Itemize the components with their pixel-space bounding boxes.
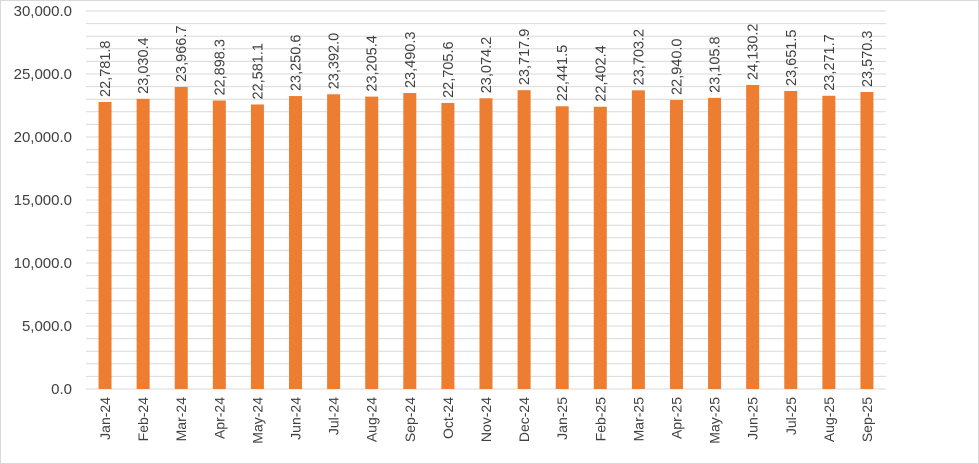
bar bbox=[631, 90, 645, 389]
data-label: 23,074.2 bbox=[479, 37, 495, 93]
x-tick-label: Jul-25 bbox=[783, 397, 799, 435]
bar bbox=[860, 92, 874, 389]
data-label: 22,705.6 bbox=[441, 41, 457, 97]
data-label: 23,966.7 bbox=[174, 26, 190, 82]
x-tick-label: Jun-24 bbox=[288, 397, 304, 440]
bar bbox=[593, 106, 607, 389]
x-tick-label: Nov-24 bbox=[478, 397, 494, 442]
y-tick-label: 0.0 bbox=[51, 381, 72, 398]
data-label: 23,030.4 bbox=[136, 37, 152, 93]
x-tick-label: Apr-24 bbox=[211, 397, 227, 439]
data-label: 23,490.3 bbox=[403, 32, 419, 88]
data-label: 23,250.6 bbox=[289, 35, 305, 91]
bars bbox=[98, 84, 874, 390]
bar bbox=[98, 101, 112, 390]
data-label: 23,651.5 bbox=[784, 30, 800, 86]
data-label: 23,392.0 bbox=[327, 33, 343, 89]
x-tick-label: May-24 bbox=[249, 397, 265, 444]
y-axis-ticks: 0.0 5,000.0 10,000.0 15,000.0 20,000.0 25,000… bbox=[14, 3, 72, 398]
bar bbox=[822, 95, 836, 389]
x-tick-label: Apr-25 bbox=[668, 397, 684, 439]
bar bbox=[517, 90, 531, 390]
data-label: 22,441.5 bbox=[555, 45, 571, 101]
x-axis-ticks: Jan-24 Feb-24 Mar-24 Apr-24 May-24 Jun-24 Jul-… bbox=[97, 397, 875, 444]
data-labels: 22,781.8 23,030.4 23,966.7 22,898.3 22,581.1… bbox=[98, 24, 876, 102]
x-tick-label: Feb-25 bbox=[592, 397, 608, 442]
y-tick-label: 30,000.0 bbox=[14, 3, 72, 20]
x-tick-label: Mar-25 bbox=[630, 397, 646, 442]
y-tick-label: 25,000.0 bbox=[14, 66, 72, 83]
bar bbox=[441, 102, 455, 390]
data-label: 23,717.9 bbox=[517, 29, 533, 85]
bar bbox=[289, 96, 303, 389]
bar bbox=[212, 100, 226, 390]
data-label: 24,130.2 bbox=[746, 24, 762, 80]
bar bbox=[174, 87, 188, 389]
data-label: 22,940.0 bbox=[669, 39, 685, 95]
x-tick-label: Jul-24 bbox=[326, 397, 342, 435]
bar bbox=[746, 84, 760, 390]
y-tick-label: 10,000.0 bbox=[14, 255, 72, 272]
x-tick-label: Jun-25 bbox=[745, 397, 761, 440]
x-tick-label: Feb-24 bbox=[135, 397, 151, 442]
bar bbox=[784, 90, 798, 390]
y-tick-label: 15,000.0 bbox=[14, 192, 72, 209]
data-label: 23,703.2 bbox=[631, 29, 647, 85]
data-label: 22,402.4 bbox=[593, 45, 609, 101]
data-label: 23,271.7 bbox=[822, 34, 838, 90]
bar bbox=[708, 97, 722, 390]
bar bbox=[555, 106, 569, 390]
data-label: 23,570.3 bbox=[860, 31, 876, 87]
bar bbox=[479, 98, 493, 390]
data-label: 23,105.8 bbox=[708, 36, 724, 92]
x-tick-label: Oct-24 bbox=[440, 397, 456, 439]
x-tick-label: Sep-25 bbox=[859, 397, 875, 442]
y-tick-label: 20,000.0 bbox=[14, 129, 72, 146]
x-tick-label: Aug-25 bbox=[821, 397, 837, 442]
bar bbox=[136, 98, 150, 390]
x-tick-label: Mar-24 bbox=[173, 397, 189, 442]
data-label: 22,781.8 bbox=[98, 40, 114, 96]
bar bbox=[669, 99, 683, 390]
x-tick-label: Dec-24 bbox=[516, 397, 532, 442]
x-tick-label: Jan-25 bbox=[554, 397, 570, 440]
bar bbox=[327, 94, 341, 389]
bar bbox=[250, 104, 264, 389]
data-label: 22,898.3 bbox=[212, 39, 228, 95]
x-tick-label: Jan-24 bbox=[97, 397, 113, 440]
x-tick-label: Aug-24 bbox=[364, 397, 380, 442]
data-label: 22,581.1 bbox=[250, 43, 266, 99]
y-tick-label: 5,000.0 bbox=[22, 318, 72, 335]
bar bbox=[365, 96, 379, 389]
x-tick-label: May-25 bbox=[707, 397, 723, 444]
bar bbox=[403, 93, 417, 389]
data-label: 23,205.4 bbox=[365, 35, 381, 91]
x-tick-label: Sep-24 bbox=[402, 397, 418, 442]
